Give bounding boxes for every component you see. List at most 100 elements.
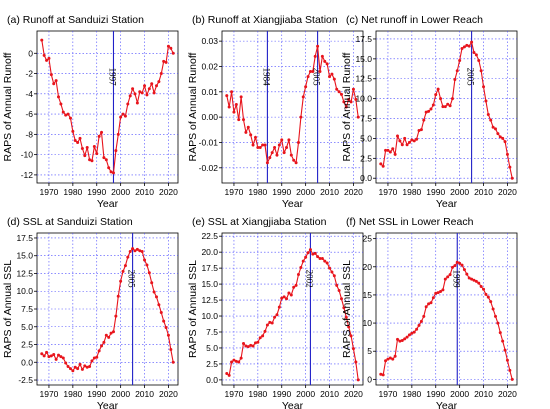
y-tick-label: 0.0 <box>360 173 372 183</box>
data-point <box>349 334 353 338</box>
data-point <box>450 97 454 101</box>
data-point <box>225 372 229 376</box>
y-axis-label: RAPS of Annual SSL <box>341 260 353 358</box>
data-point <box>405 143 409 147</box>
data-point <box>446 275 450 279</box>
data-point <box>489 300 493 304</box>
data-point <box>410 138 414 142</box>
data-point <box>275 313 279 317</box>
data-point <box>164 325 168 329</box>
x-tick-label: 1990 <box>426 389 445 399</box>
data-point <box>356 378 360 382</box>
data-point <box>133 92 137 96</box>
data-point <box>486 113 490 117</box>
data-point <box>61 110 65 114</box>
data-point <box>83 154 87 158</box>
data-point <box>412 139 416 143</box>
data-point <box>232 358 236 362</box>
data-point <box>384 359 388 363</box>
data-point <box>342 100 346 104</box>
data-point <box>285 146 289 150</box>
data-point <box>313 251 317 255</box>
data-point <box>114 149 118 153</box>
data-point <box>121 112 125 116</box>
change-point-label: 1999 <box>451 270 461 289</box>
x-tick-label: 1980 <box>248 187 267 197</box>
data-point <box>253 135 257 139</box>
data-point <box>484 99 488 103</box>
data-point <box>496 132 500 136</box>
x-tick-label: 1970 <box>224 389 243 399</box>
data-point <box>164 60 168 64</box>
data-point <box>227 105 231 109</box>
panel-a: 1970 1980 1990 2000 2010 2020 -12 -10 -8 -6 -4 -2 0 (… <box>2 14 179 210</box>
data-point <box>102 340 106 344</box>
data-point <box>169 347 173 351</box>
data-point <box>57 353 61 357</box>
data-point <box>92 356 96 360</box>
y-tick-label: 5.0 <box>206 343 218 353</box>
data-point <box>493 127 497 131</box>
data-point <box>234 102 238 106</box>
x-tick-label: 1980 <box>63 389 82 399</box>
data-point <box>436 87 440 91</box>
data-point <box>289 153 293 157</box>
x-tick-label: 2020 <box>159 389 178 399</box>
panel-f: 1970 1980 1990 2000 2010 2020 0 5 10 15 20 25 (f) Ne… <box>341 216 518 409</box>
data-point <box>335 87 339 91</box>
data-point <box>140 249 144 253</box>
data-point <box>508 165 512 169</box>
data-point <box>256 340 260 344</box>
data-point <box>299 265 303 269</box>
y-tick-label: 20 <box>363 262 373 272</box>
change-point-label: 1997 <box>107 68 117 87</box>
data-point <box>287 291 291 295</box>
data-point <box>251 143 255 147</box>
data-point <box>246 345 250 349</box>
data-point <box>460 47 464 51</box>
y-tick-label: 0.02 <box>201 61 218 71</box>
x-tick-label: 1990 <box>272 187 291 197</box>
data-point <box>393 354 397 358</box>
data-point <box>128 249 132 253</box>
data-point <box>301 259 305 263</box>
data-point <box>95 355 99 359</box>
x-tick-label: 2000 <box>296 187 315 197</box>
x-axis-label: Year <box>282 198 304 210</box>
data-point <box>482 85 486 89</box>
data-point <box>157 80 161 84</box>
data-point <box>422 314 426 318</box>
panel-d: 1970 1980 1990 2000 2010 2020 -2.5 0.0 2.5 5.0 7.5… <box>2 216 179 409</box>
data-point <box>503 140 507 144</box>
data-point <box>150 281 154 285</box>
data-point <box>381 373 385 377</box>
data-point <box>474 53 478 57</box>
data-point <box>171 360 175 364</box>
data-point <box>470 40 474 44</box>
data-point <box>100 344 104 348</box>
plot-frame <box>375 232 518 386</box>
data-point <box>280 296 284 300</box>
data-point <box>88 365 92 369</box>
y-tick-label: -6 <box>25 109 33 119</box>
data-point <box>285 297 289 301</box>
data-point <box>83 364 87 368</box>
data-point <box>424 110 428 114</box>
y-tick-label: 0 <box>367 374 372 384</box>
data-point <box>486 295 490 299</box>
data-point <box>320 257 324 261</box>
data-point <box>76 140 80 144</box>
data-point <box>85 365 89 369</box>
data-point <box>143 258 147 262</box>
data-point <box>111 330 115 334</box>
data-point <box>455 260 459 264</box>
data-point <box>261 334 265 338</box>
data-point <box>88 158 92 162</box>
x-tick-label: 2010 <box>320 187 339 197</box>
data-point <box>477 281 481 285</box>
x-axis-label: Year <box>97 198 119 210</box>
data-point <box>439 97 443 101</box>
data-point <box>332 77 336 81</box>
data-point <box>138 90 142 94</box>
data-point <box>388 150 392 154</box>
